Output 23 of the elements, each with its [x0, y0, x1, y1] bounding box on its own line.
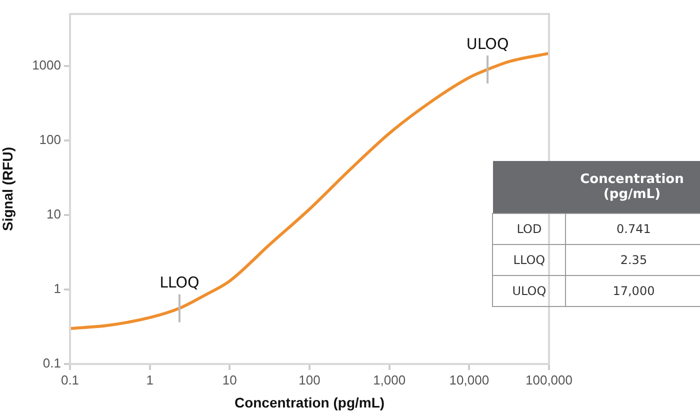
x-tick-label: 1: [146, 372, 154, 388]
y-tick-label: 0.1: [42, 356, 61, 371]
y-axis-title: Signal (RFU): [0, 147, 16, 231]
x-tick-label: 10,000: [449, 372, 490, 388]
x-axis-title: Concentration (pg/mL): [234, 394, 385, 410]
y-tick-label: 10: [46, 206, 61, 222]
x-tick-label: 10: [222, 372, 237, 388]
y-tick-label: 100: [39, 132, 61, 148]
text: 0.741: [616, 222, 651, 236]
annotation: LLOQ: [160, 274, 200, 292]
x-tick-label: 100,000: [526, 372, 572, 388]
text: 2.35: [620, 252, 648, 266]
x-tick-label: 100: [298, 372, 320, 388]
x-tick-label: 1,000: [373, 372, 406, 388]
text: 17,000: [612, 284, 655, 298]
y-tick-label: 1000: [32, 58, 61, 73]
annotation: LLOQ: [492, 244, 566, 275]
annotation: ULOQ: [466, 34, 509, 53]
annotation: LOD: [492, 213, 566, 244]
annotation: ULOQ: [492, 275, 566, 306]
table-header: Concentration (pg/mL): [492, 161, 700, 213]
y-tick-label: 1: [54, 281, 61, 296]
x-tick-label: 0.1: [60, 372, 80, 388]
